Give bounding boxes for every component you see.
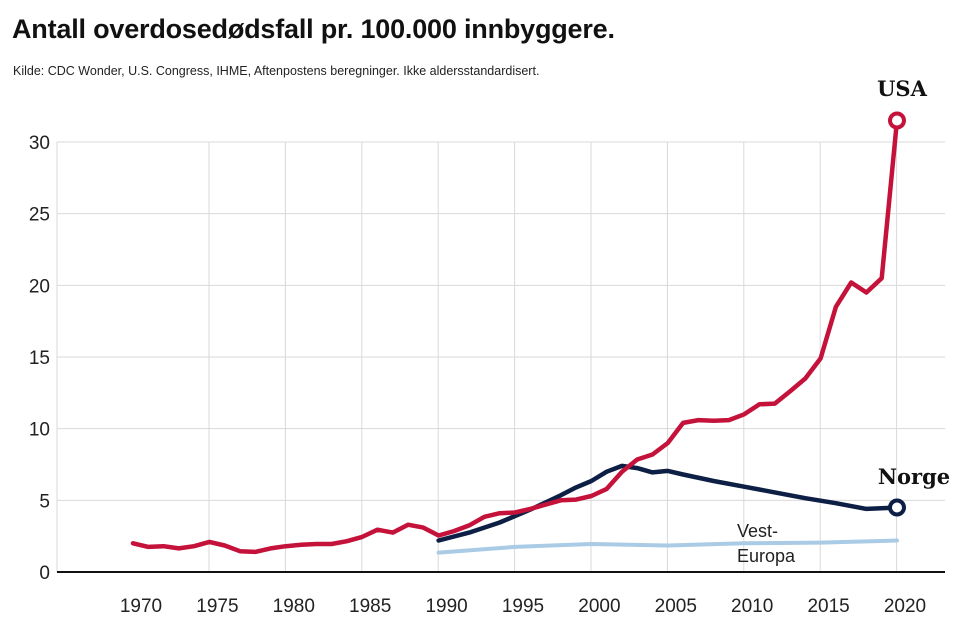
y-tick-label: 5	[39, 491, 50, 512]
x-tick-label: 2005	[655, 596, 697, 617]
norge-series-label: Norge	[878, 464, 950, 489]
y-axis-ticks: 0 5 10 15 20 25 30	[29, 133, 50, 584]
chart-source: Kilde: CDC Wonder, U.S. Congress, IHME, …	[13, 64, 540, 78]
x-tick-label: 2000	[578, 596, 620, 617]
x-tick-label: 1970	[120, 596, 162, 617]
y-tick-label: 10	[29, 420, 50, 441]
vest-europa-label-line2: Europa	[737, 546, 796, 566]
end-markers	[888, 111, 906, 517]
x-tick-label: 1985	[349, 596, 391, 617]
y-tick-label: 15	[29, 348, 50, 369]
vest-europa-line	[436, 538, 899, 555]
x-tick-label: 2010	[731, 596, 773, 617]
norge-end-marker	[888, 498, 906, 517]
x-axis-ticks: 1970 1975 1980 1985 1990 1995 2000 2005 2010 2015…	[120, 596, 926, 617]
usa-end-marker	[888, 111, 906, 130]
x-tick-label: 2020	[884, 596, 926, 617]
grid-lines	[56, 141, 945, 572]
y-tick-label: 20	[29, 276, 50, 297]
usa-series-label: USA	[877, 76, 927, 101]
chart-title: Antall overdosedødsfall pr. 100.000 innb…	[12, 14, 615, 44]
x-tick-label: 2015	[807, 596, 849, 617]
y-tick-label: 25	[29, 205, 50, 226]
x-tick-label: 1980	[273, 596, 315, 617]
x-tick-label: 1975	[196, 596, 238, 617]
x-tick-label: 1995	[502, 596, 544, 617]
vest-europa-label-line1: Vest-	[737, 521, 778, 541]
x-tick-label: 1990	[425, 596, 467, 617]
y-tick-label: 0	[39, 563, 50, 584]
y-tick-label: 30	[29, 133, 50, 154]
series-lines	[130, 118, 900, 555]
usa-line	[130, 118, 900, 555]
